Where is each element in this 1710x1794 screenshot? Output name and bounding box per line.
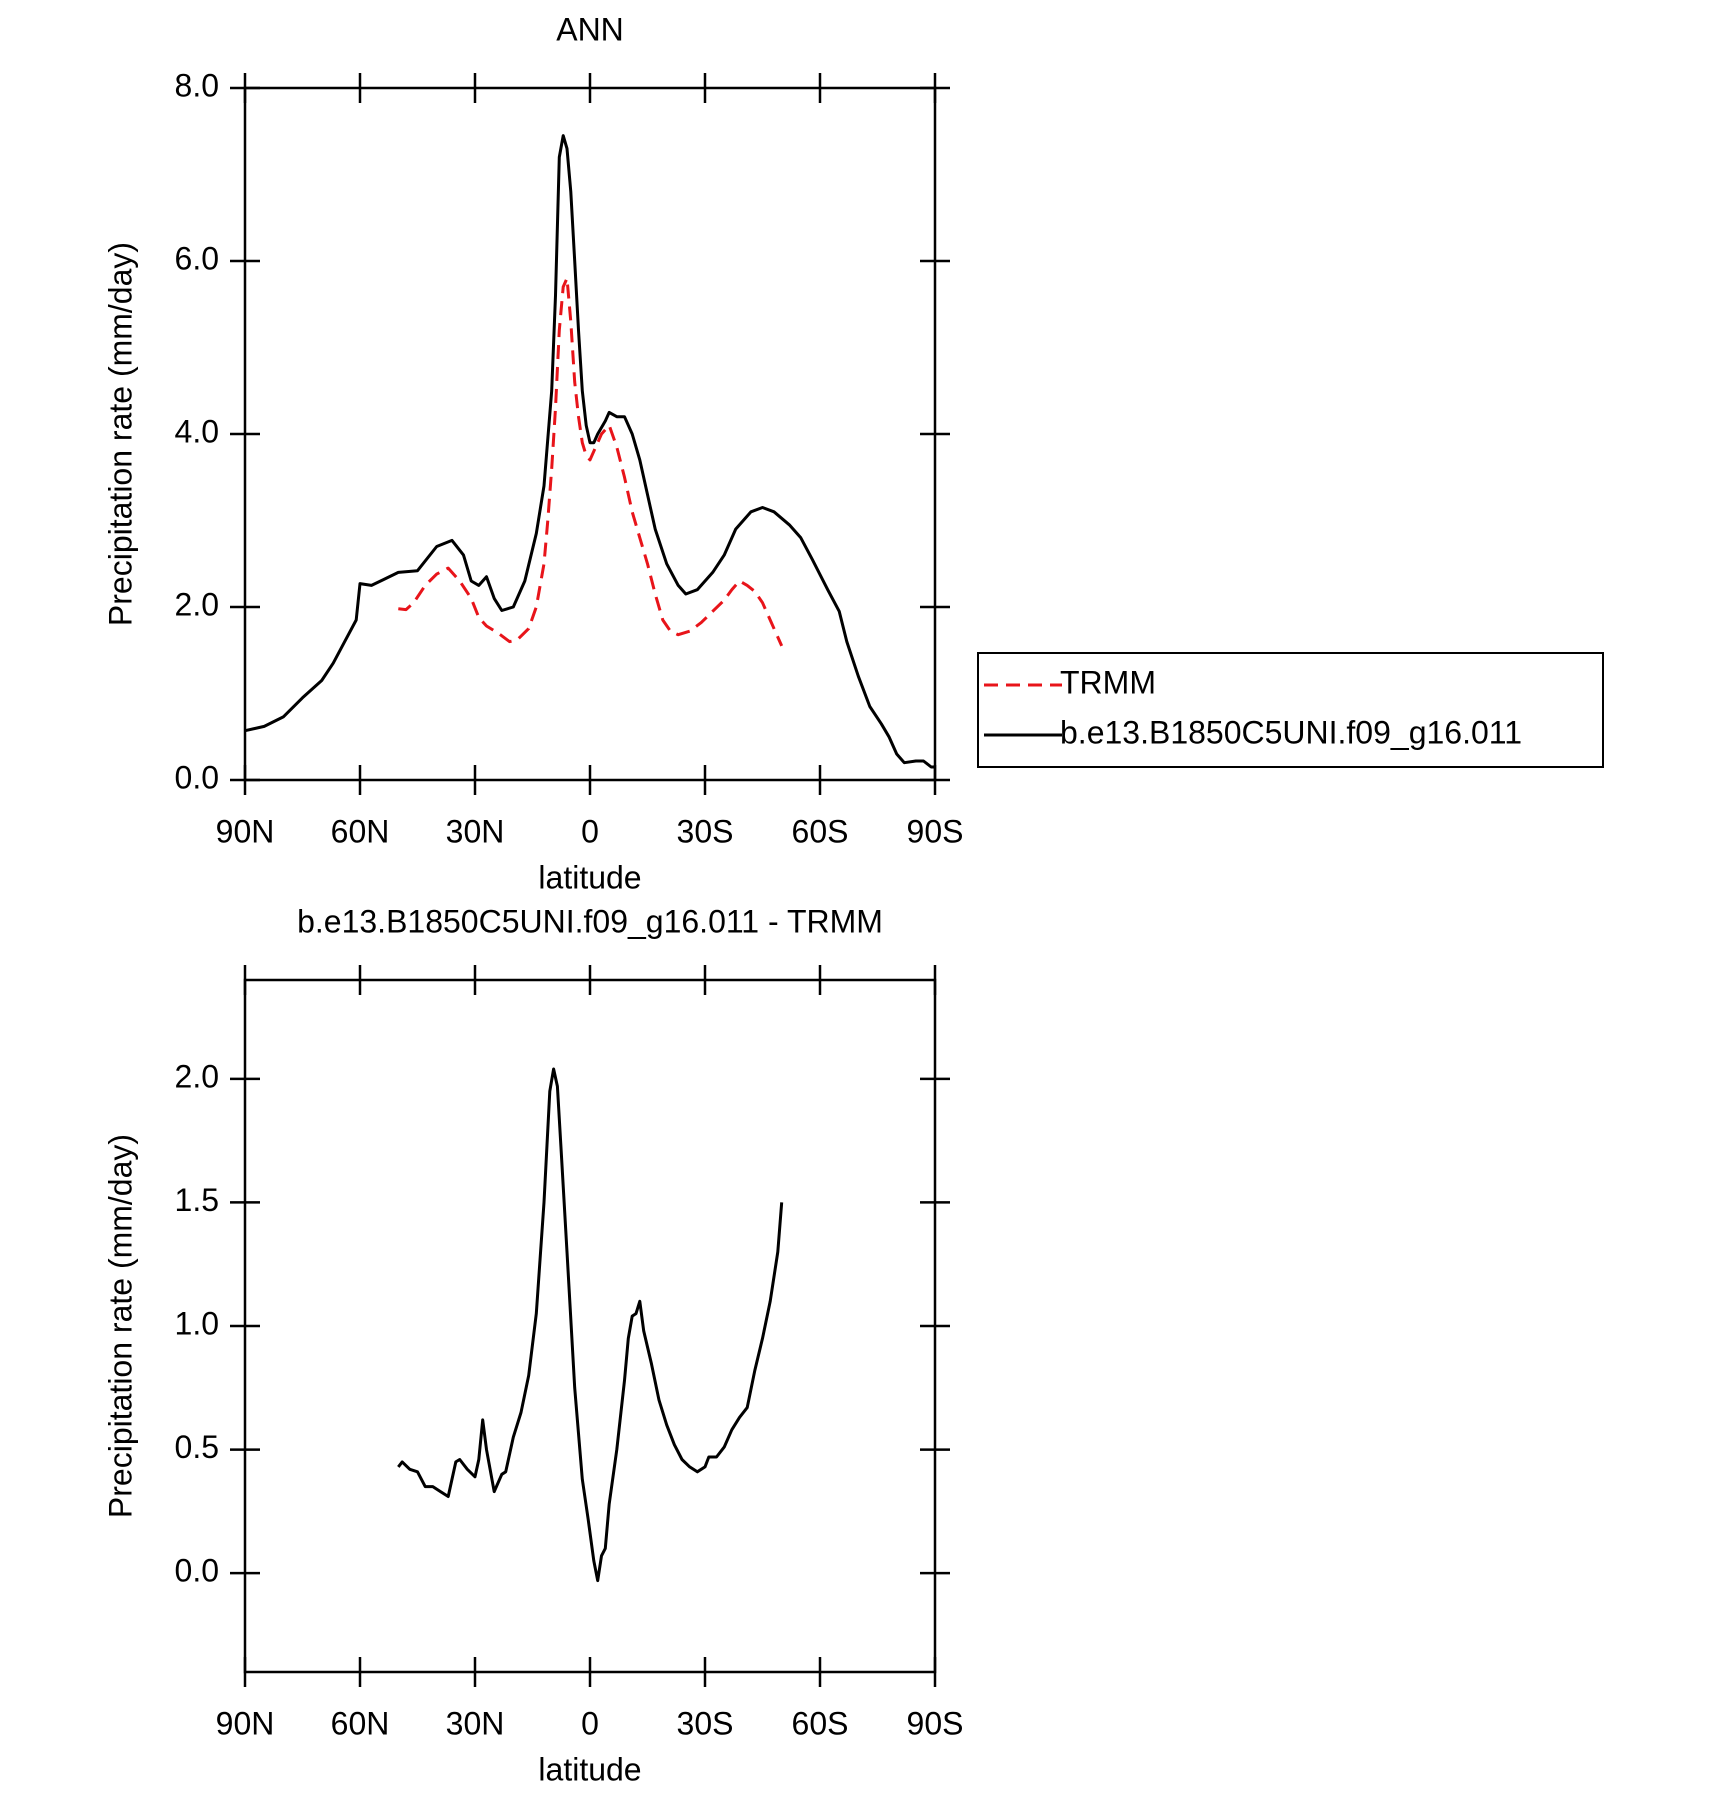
x-tick-label: 30N <box>446 813 505 849</box>
y-tick-label: 6.0 <box>175 240 219 276</box>
x-axis-label: latitude <box>538 1751 641 1787</box>
y-tick-label: 2.0 <box>175 586 219 622</box>
y-axis-label: Precipitation rate (mm/day) <box>102 1134 138 1518</box>
x-tick-label: 90N <box>216 1705 275 1741</box>
legend: TRMM b.e13.B1850C5UNI.f09_g16.011 <box>977 652 1604 768</box>
x-tick-label: 90S <box>907 1705 964 1741</box>
chart-title: ANN <box>556 11 624 47</box>
data-line <box>397 1067 784 1583</box>
x-tick-label: 60S <box>792 1705 849 1741</box>
y-tick-label: 0.0 <box>175 1553 219 1589</box>
legend-label: TRMM <box>1060 664 1156 700</box>
plot-frame <box>243 86 937 782</box>
data-line <box>244 134 935 769</box>
x-axis-label: latitude <box>538 859 641 895</box>
y-tick-label: 1.5 <box>175 1182 219 1218</box>
x-tick-label: 60S <box>792 813 849 849</box>
legend-box <box>977 652 1604 768</box>
y-tick-label: 0.5 <box>175 1429 219 1465</box>
y-axis-label: Precipitation rate (mm/day) <box>102 242 138 626</box>
y-tick-label: 0.0 <box>175 759 219 795</box>
x-tick-label: 30S <box>677 813 734 849</box>
x-tick-label: 60N <box>331 813 390 849</box>
x-tick-label: 30N <box>446 1705 505 1741</box>
y-tick-label: 2.0 <box>175 1058 219 1094</box>
y-tick-label: 1.0 <box>175 1305 219 1341</box>
x-tick-label: 0 <box>581 813 599 849</box>
x-tick-label: 90S <box>907 813 964 849</box>
legend-label: b.e13.B1850C5UNI.f09_g16.011 <box>1060 714 1522 750</box>
x-tick-label: 30S <box>677 1705 734 1741</box>
chart-title: b.e13.B1850C5UNI.f09_g16.011 - TRMM <box>297 903 883 939</box>
y-tick-label: 8.0 <box>175 67 219 103</box>
y-tick-label: 4.0 <box>175 413 219 449</box>
data-line <box>398 276 784 647</box>
plot-frame <box>243 978 937 1674</box>
x-tick-label: 60N <box>331 1705 390 1741</box>
x-tick-label: 0 <box>581 1705 599 1741</box>
x-tick-label: 90N <box>216 813 275 849</box>
